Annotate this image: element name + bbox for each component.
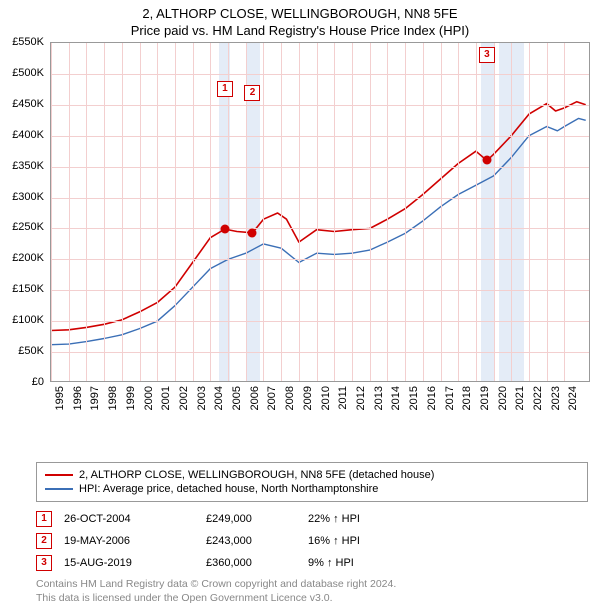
y-axis-label: £150K [12,283,44,295]
x-axis-label: 2000 [143,386,155,410]
x-axis-label: 2019 [479,386,491,410]
legend-row: 2, ALTHORP CLOSE, WELLINGBOROUGH, NN8 5F… [45,468,579,482]
y-axis-label: £300K [12,191,44,203]
x-axis-label: 2008 [284,386,296,410]
legend-swatch-hpi [45,488,73,490]
y-axis-label: £400K [12,129,44,141]
sales-row: 2 19-MAY-2006 £243,000 16% ↑ HPI [36,530,588,552]
sale-delta: 22% ↑ HPI [308,513,408,525]
y-axis-label: £50K [18,345,44,357]
x-axis-label: 2011 [337,386,349,410]
x-axis-label: 2022 [532,386,544,410]
x-axis-label: 2001 [160,386,172,410]
x-axis-label: 2009 [302,386,314,410]
x-axis-label: 2023 [550,386,562,410]
y-axis-label: £200K [12,252,44,264]
chart-area: 123 £0£50K£100K£150K£200K£250K£300K£350K… [50,42,590,412]
footer-line: This data is licensed under the Open Gov… [36,592,588,605]
x-axis-label: 2018 [461,386,473,410]
sale-price: £249,000 [206,513,296,525]
x-axis-label: 2007 [266,386,278,410]
sales-table: 1 26-OCT-2004 £249,000 22% ↑ HPI 2 19-MA… [36,508,588,574]
title-sub: Price paid vs. HM Land Registry's House … [0,23,600,38]
sale-marker-icon: 3 [36,555,52,571]
plot-region: 12 3 [50,42,590,382]
x-axis-label: 1997 [89,386,101,410]
sale-date: 26-OCT-2004 [64,513,194,525]
x-axis-label: 2021 [514,386,526,410]
x-axis-label: 2020 [497,386,509,410]
x-axis-label: 2017 [444,386,456,410]
x-axis-label: 2024 [567,386,579,410]
x-axis-label: 1995 [54,386,66,410]
legend-box: 2, ALTHORP CLOSE, WELLINGBOROUGH, NN8 5F… [36,462,588,502]
y-axis-label: £350K [12,160,44,172]
sales-row: 3 15-AUG-2019 £360,000 9% ↑ HPI [36,552,588,574]
legend-label: HPI: Average price, detached house, Nort… [79,483,378,495]
x-axis-label: 1999 [125,386,137,410]
sale-dot-icon [220,225,229,234]
legend-label: 2, ALTHORP CLOSE, WELLINGBOROUGH, NN8 5F… [79,469,434,481]
sale-marker-box: 1 [217,81,233,97]
x-axis-label: 2005 [231,386,243,410]
sale-date: 15-AUG-2019 [64,557,194,569]
x-axis-label: 2002 [178,386,190,410]
legend-row: HPI: Average price, detached house, Nort… [45,482,579,496]
y-axis-label: £550K [12,36,44,48]
x-axis-label: 2013 [373,386,385,410]
sale-marker-icon: 1 [36,511,52,527]
y-axis-label: £250K [12,221,44,233]
legend-swatch-property [45,474,73,476]
title-block: 2, ALTHORP CLOSE, WELLINGBOROUGH, NN8 5F… [0,0,600,42]
sale-dot-icon [482,156,491,165]
x-axis-label: 2012 [355,386,367,410]
x-axis-label: 2004 [213,386,225,410]
sale-marker-box: 3 [479,47,495,63]
x-axis-label: 2014 [390,386,402,410]
sale-delta: 16% ↑ HPI [308,535,408,547]
sale-dot-icon [248,228,257,237]
x-axis-label: 1998 [107,386,119,410]
y-axis-label: £450K [12,98,44,110]
chart-container: 2, ALTHORP CLOSE, WELLINGBOROUGH, NN8 5F… [0,0,600,590]
y-axis-label: £100K [12,314,44,326]
x-axis-label: 2006 [249,386,261,410]
sale-date: 19-MAY-2006 [64,535,194,547]
x-axis-label: 2015 [408,386,420,410]
sale-marker-icon: 2 [36,533,52,549]
footer-attribution: Contains HM Land Registry data © Crown c… [36,578,588,605]
sale-price: £243,000 [206,535,296,547]
sale-price: £360,000 [206,557,296,569]
x-axis-label: 1996 [72,386,84,410]
y-axis-label: £0 [32,376,44,388]
line-svg [51,43,591,383]
sale-delta: 9% ↑ HPI [308,557,408,569]
sales-row: 1 26-OCT-2004 £249,000 22% ↑ HPI [36,508,588,530]
x-axis-label: 2003 [196,386,208,410]
x-axis-label: 2010 [320,386,332,410]
x-axis-label: 2016 [426,386,438,410]
y-axis-label: £500K [12,67,44,79]
sale-marker-box: 2 [244,85,260,101]
title-main: 2, ALTHORP CLOSE, WELLINGBOROUGH, NN8 5F… [0,6,600,21]
